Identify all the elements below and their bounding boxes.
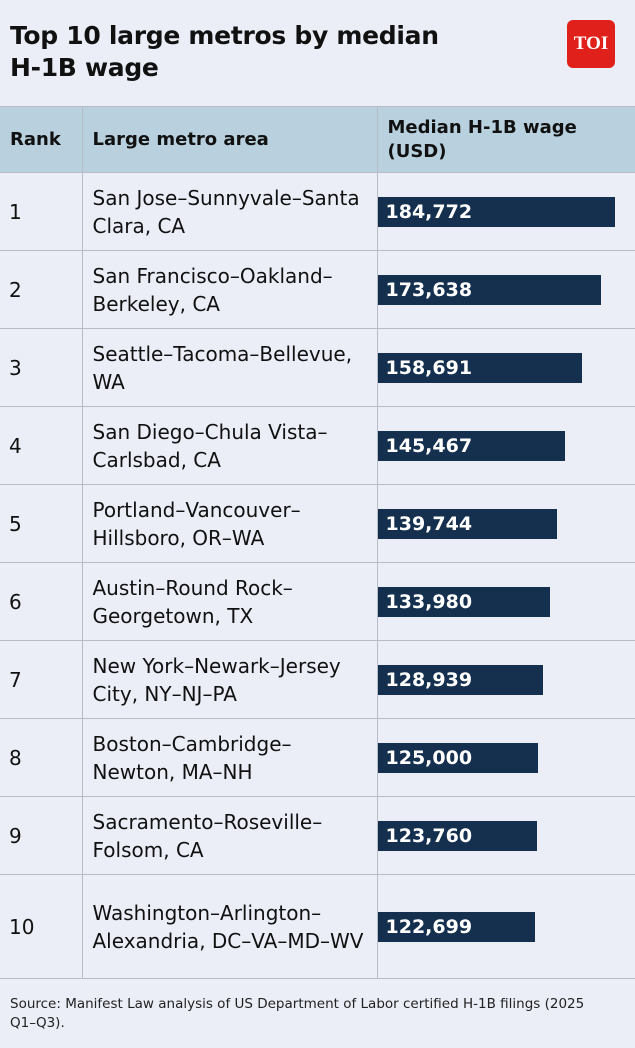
wage-cell: 133,980 — [376, 562, 635, 641]
table-row: 7 New York–Newark–Jersey City, NY–NJ–PA 12… — [0, 640, 635, 719]
wage-bar: 125,000 — [377, 742, 538, 773]
chart-title: Top 10 large metros by median H-1B wage — [10, 21, 439, 82]
wage-bar: 139,744 — [377, 508, 557, 539]
toi-logo: TOI — [567, 20, 615, 68]
rank-cell: 3 — [0, 328, 83, 407]
metro-cell: Austin–Round Rock–Georgetown, TX — [81, 562, 378, 641]
table-row: 1 San Jose–Sunnyvale–Santa Clara, CA 184,7… — [0, 172, 635, 251]
header-wage: Median H-1B wage (USD) — [376, 106, 635, 173]
metro-cell: San Jose–Sunnyvale–Santa Clara, CA — [81, 172, 378, 251]
metro-cell: New York–Newark–Jersey City, NY–NJ–PA — [81, 640, 378, 719]
wage-bar: 158,691 — [377, 352, 582, 383]
source-note: Source: Manifest Law analysis of US Depa… — [10, 996, 585, 1031]
metro-cell: San Francisco–Oakland–Berkeley, CA — [81, 250, 378, 329]
rank-cell: 4 — [0, 406, 83, 485]
header-rank: Rank — [0, 106, 83, 173]
rank-cell: 5 — [0, 484, 83, 563]
rank-cell: 9 — [0, 796, 83, 875]
metro-cell: Boston–Cambridge–Newton, MA–NH — [81, 718, 378, 797]
wage-cell: 125,000 — [376, 718, 635, 797]
wage-bar: 122,699 — [377, 911, 535, 942]
wage-cell: 145,467 — [376, 406, 635, 485]
wage-bar: 123,760 — [377, 820, 537, 851]
metro-cell: Portland–Vancouver–Hillsboro, OR–WA — [81, 484, 378, 563]
table-header-row: Rank Large metro area Median H-1B wage (… — [0, 106, 635, 173]
wage-bar: 173,638 — [377, 274, 601, 305]
table-row: 2 San Francisco–Oakland–Berkeley, CA 173,6… — [0, 250, 635, 329]
table-row: 5 Portland–Vancouver–Hillsboro, OR–WA 139,… — [0, 484, 635, 563]
metro-cell: Washington–Arlington–Alexandria, DC–VA–M… — [81, 874, 378, 979]
rank-cell: 8 — [0, 718, 83, 797]
wage-cell: 123,760 — [376, 796, 635, 875]
table-row: 8 Boston–Cambridge–Newton, MA–NH 125,000 — [0, 718, 635, 797]
wage-cell: 139,744 — [376, 484, 635, 563]
wage-cell: 122,699 — [376, 874, 635, 979]
table-row: 9 Sacramento–Roseville–Folsom, CA 123,760 — [0, 796, 635, 875]
rank-cell: 10 — [0, 874, 83, 979]
table-row: 10 Washington–Arlington–Alexandria, DC–VA… — [0, 874, 635, 979]
wage-bar: 184,772 — [377, 196, 615, 227]
wage-bar: 145,467 — [377, 430, 565, 461]
table-row: 6 Austin–Round Rock–Georgetown, TX 133,980 — [0, 562, 635, 641]
wage-cell: 128,939 — [376, 640, 635, 719]
rank-cell: 6 — [0, 562, 83, 641]
header-metro: Large metro area — [81, 106, 378, 173]
rank-cell: 1 — [0, 172, 83, 251]
metro-cell: Sacramento–Roseville–Folsom, CA — [81, 796, 378, 875]
wage-bar: 133,980 — [377, 586, 550, 617]
metro-cell: San Diego–Chula Vista–Carlsbad, CA — [81, 406, 378, 485]
table-row: 3 Seattle–Tacoma–Bellevue, WA 158,691 — [0, 328, 635, 407]
metro-cell: Seattle–Tacoma–Bellevue, WA — [81, 328, 378, 407]
wage-cell: 184,772 — [376, 172, 635, 251]
wage-bar: 128,939 — [377, 664, 543, 695]
rank-cell: 2 — [0, 250, 83, 329]
table-row: 4 San Diego–Chula Vista–Carlsbad, CA 145,4… — [0, 406, 635, 485]
wage-cell: 173,638 — [376, 250, 635, 329]
wage-table: Rank Large metro area Median H-1B wage (… — [0, 106, 635, 979]
wage-cell: 158,691 — [376, 328, 635, 407]
rank-cell: 7 — [0, 640, 83, 719]
